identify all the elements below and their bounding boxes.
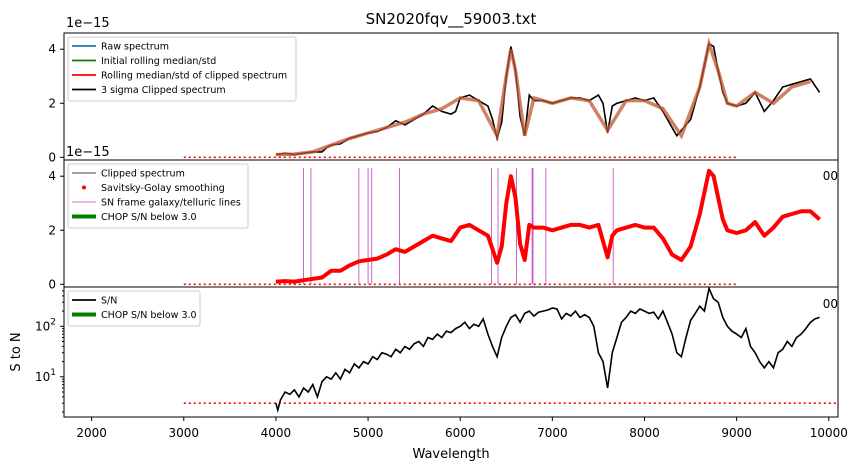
legend-label: 3 sigma Clipped spectrum (101, 85, 226, 96)
panel-middle: 1e−15 0 2 4 Clipped spectrum Savitsky-Golay… (48, 145, 839, 311)
y-tick-label: 101 (35, 368, 56, 384)
y-tick-label: 4 (48, 42, 56, 56)
series-clipped-spectrum (275, 42, 821, 156)
panel-middle-series (275, 168, 821, 284)
legend-marker (82, 185, 86, 190)
legend-label: S/N (101, 296, 117, 307)
legend-label: Raw spectrum (101, 42, 169, 53)
panel-middle-offset-text: 1e−15 (66, 145, 110, 160)
y-tick-label: 2 (48, 96, 56, 110)
x-axis: 2000 3000 4000 5000 6000 7000 8000 9000 10000 (76, 417, 848, 440)
series-sn (275, 285, 820, 414)
panel-bottom-legend: S/N CHOP S/N below 3.0 (67, 290, 201, 327)
panel-top-series (275, 37, 821, 157)
panel-bottom-frame (63, 286, 839, 418)
legend-label: Initial rolling median/std (101, 56, 216, 67)
x-tick-label: 10000 (810, 426, 848, 440)
x-tick-label: 5000 (353, 426, 384, 440)
chart-title: SN2020fqv__59003.txt (366, 10, 537, 29)
x-tick-label: 4000 (261, 426, 292, 440)
x-tick-label: 2000 (76, 426, 107, 440)
panel-top-offset-text: 1e−15 (66, 16, 110, 31)
panel-top-yaxis: 0 2 4 (48, 42, 64, 164)
y-tick-exponent: 1 (50, 368, 56, 378)
legend-label: CHOP S/N below 3.0 (101, 310, 197, 321)
panel-bottom: 101 102 S/N CHOP S/N below 3.0 S to N (9, 285, 839, 418)
panel-middle-legend: Clipped spectrum Savitsky-Golay smoothing… (67, 163, 249, 229)
legend-label: CHOP S/N below 3.0 (101, 212, 197, 223)
series-savgol-smoothing (275, 168, 821, 284)
y-tick-label: 2 (48, 223, 56, 237)
legend-label: Rolling median/std of clipped spectrum (101, 71, 287, 82)
panel-middle-line-markers (303, 168, 614, 285)
series-rolling-median (275, 37, 811, 157)
x-axis-label: Wavelength (412, 447, 489, 462)
x-tick-label: 8000 (629, 426, 660, 440)
panel-middle-yaxis: 0 2 4 (48, 169, 64, 291)
y-tick-label: 102 (35, 317, 56, 333)
legend-box (67, 163, 249, 229)
legend-box (67, 36, 297, 102)
x-tick-label: 6000 (445, 426, 476, 440)
y-tick-label: 0 (48, 150, 56, 164)
panel-bottom-series (275, 285, 820, 414)
x-tick-label: 9000 (721, 426, 752, 440)
panel-top-legend: Raw spectrum Initial rolling median/std Ro… (67, 36, 297, 102)
x-tick-label: 3000 (169, 426, 200, 440)
series-clipped-spectrum (275, 169, 820, 283)
legend-box (67, 290, 201, 327)
panel-top-partial-label: 00 (823, 169, 838, 183)
panel-bottom-yaxis: 101 102 (35, 290, 64, 413)
y-tick-label: 4 (48, 169, 56, 183)
legend-label: Savitsky-Golay smoothing (101, 183, 225, 194)
y-tick-exponent: 2 (50, 317, 56, 327)
x-tick-label: 7000 (537, 426, 568, 440)
legend-label: Clipped spectrum (101, 169, 185, 180)
panel-top: 1e−15 0 2 4 Raw spectrum Initial rolling me… (48, 16, 839, 183)
legend-label: SN frame galaxy/telluric lines (101, 198, 241, 209)
y-axis-label: S to N (9, 332, 24, 371)
panel-middle-partial-label: 00 (823, 297, 838, 311)
y-tick-label: 0 (48, 277, 56, 291)
